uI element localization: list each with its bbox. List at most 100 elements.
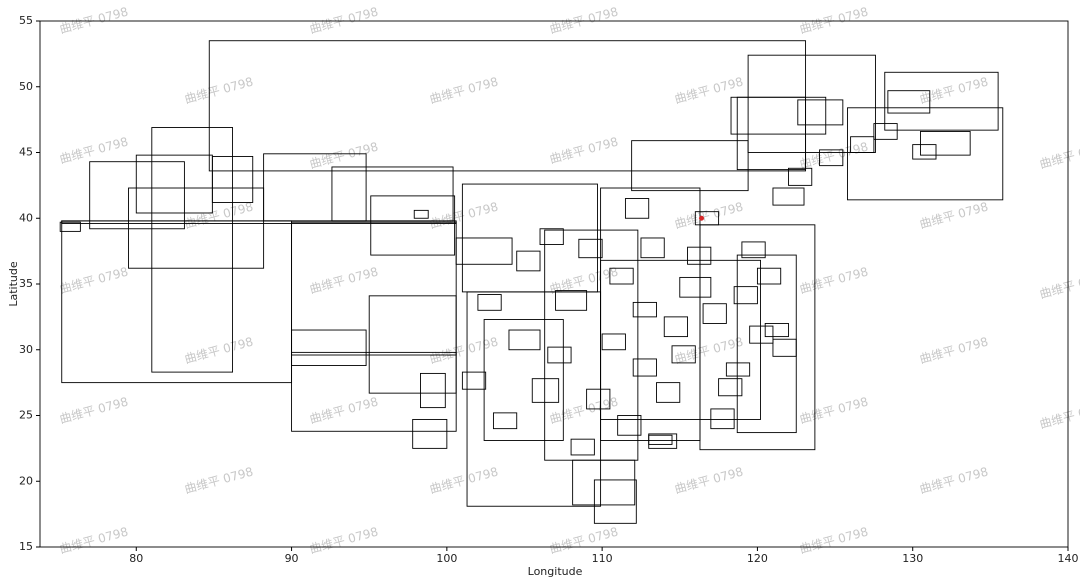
y-tick-label: 25: [19, 409, 33, 422]
x-axis-label: Longitude: [528, 565, 583, 578]
x-tick-label: 110: [592, 552, 613, 565]
box: [420, 372, 446, 409]
watermark: 曲维平 0798: [58, 5, 130, 37]
watermark: 曲维平 0798: [918, 200, 990, 232]
watermark: 曲维平 0798: [183, 75, 255, 107]
box: [600, 259, 761, 420]
watermark: 曲维平 0798: [428, 200, 500, 232]
box: [725, 362, 751, 377]
box: [679, 276, 712, 298]
box: [59, 221, 81, 232]
x-tick-label: 140: [1058, 552, 1079, 565]
y-tick-label: 45: [19, 146, 33, 159]
x-tick-label: 90: [285, 552, 299, 565]
box: [617, 415, 642, 436]
box: [570, 438, 595, 456]
highlight-point: [699, 215, 705, 221]
watermark: 曲维平 0798: [308, 5, 380, 37]
box: [648, 433, 678, 449]
watermark: 曲维平 0798: [183, 465, 255, 497]
box: [884, 71, 999, 131]
box: [873, 123, 898, 140]
watermark: 曲维平 0798: [798, 140, 870, 172]
watermark: 曲维平 0798: [308, 265, 380, 297]
box: [632, 358, 657, 377]
box: [710, 408, 735, 430]
box: [483, 319, 564, 441]
box: [671, 345, 696, 364]
watermark: 曲维平 0798: [428, 335, 500, 367]
box: [593, 479, 637, 524]
box: [208, 40, 807, 172]
box: [291, 329, 367, 366]
box: [920, 131, 971, 156]
box: [850, 136, 875, 153]
box: [756, 267, 782, 285]
box: [578, 238, 603, 259]
box: [547, 346, 572, 364]
box: [631, 140, 749, 192]
watermark: 曲维平 0798: [673, 200, 745, 232]
box: [663, 316, 688, 338]
x-tick-label: 130: [902, 552, 923, 565]
box: [741, 241, 766, 259]
box: [555, 290, 588, 311]
box: [291, 351, 457, 356]
box: [640, 237, 665, 259]
box: [887, 90, 931, 114]
watermark: 曲维平 0798: [1038, 270, 1080, 302]
box: [747, 54, 876, 153]
box: [586, 388, 611, 410]
watermark: 曲维平 0798: [548, 135, 620, 167]
watermark: 曲维平 0798: [58, 525, 130, 557]
box: [736, 254, 797, 434]
box: [601, 333, 626, 351]
box: [89, 161, 185, 230]
box: [847, 107, 1004, 201]
box: [539, 228, 564, 246]
box: [772, 338, 797, 357]
box: [718, 378, 743, 397]
x-tick-label: 100: [436, 552, 457, 565]
watermark: 曲维平 0798: [183, 200, 255, 232]
box: [455, 237, 513, 265]
y-tick-label: 40: [19, 211, 33, 224]
x-tick-label: 80: [129, 552, 143, 565]
watermark: 曲维平 0798: [183, 335, 255, 367]
watermark: 曲维平 0798: [428, 465, 500, 497]
box: [764, 323, 789, 338]
box: [819, 149, 844, 167]
watermark: 曲维平 0798: [308, 395, 380, 427]
watermark: 曲维平 0798: [308, 525, 380, 557]
box: [370, 195, 456, 256]
box: [699, 224, 816, 451]
box: [656, 382, 681, 403]
box: [413, 209, 429, 219]
box: [368, 295, 457, 394]
watermark: 曲维平 0798: [798, 265, 870, 297]
x-tick-label: 120: [747, 552, 768, 565]
box: [749, 325, 774, 344]
watermark: 曲维平 0798: [673, 465, 745, 497]
box: [477, 294, 502, 311]
box: [508, 329, 541, 351]
watermark: 曲维平 0798: [673, 335, 745, 367]
watermark: 曲维平 0798: [428, 75, 500, 107]
box: [492, 412, 518, 430]
box: [772, 187, 805, 206]
box: [531, 378, 560, 403]
box: [128, 187, 265, 269]
y-tick-label: 55: [19, 14, 33, 27]
box: [572, 459, 636, 506]
watermark: 曲维平 0798: [798, 5, 870, 37]
watermark: 曲维平 0798: [1038, 140, 1080, 172]
watermark: 曲维平 0798: [918, 335, 990, 367]
watermark: 曲维平 0798: [673, 75, 745, 107]
box: [544, 229, 639, 461]
y-tick-label: 20: [19, 474, 33, 487]
watermark: 曲维平 0798: [918, 465, 990, 497]
box: [609, 267, 634, 285]
box: [516, 250, 541, 272]
box: [687, 246, 712, 265]
